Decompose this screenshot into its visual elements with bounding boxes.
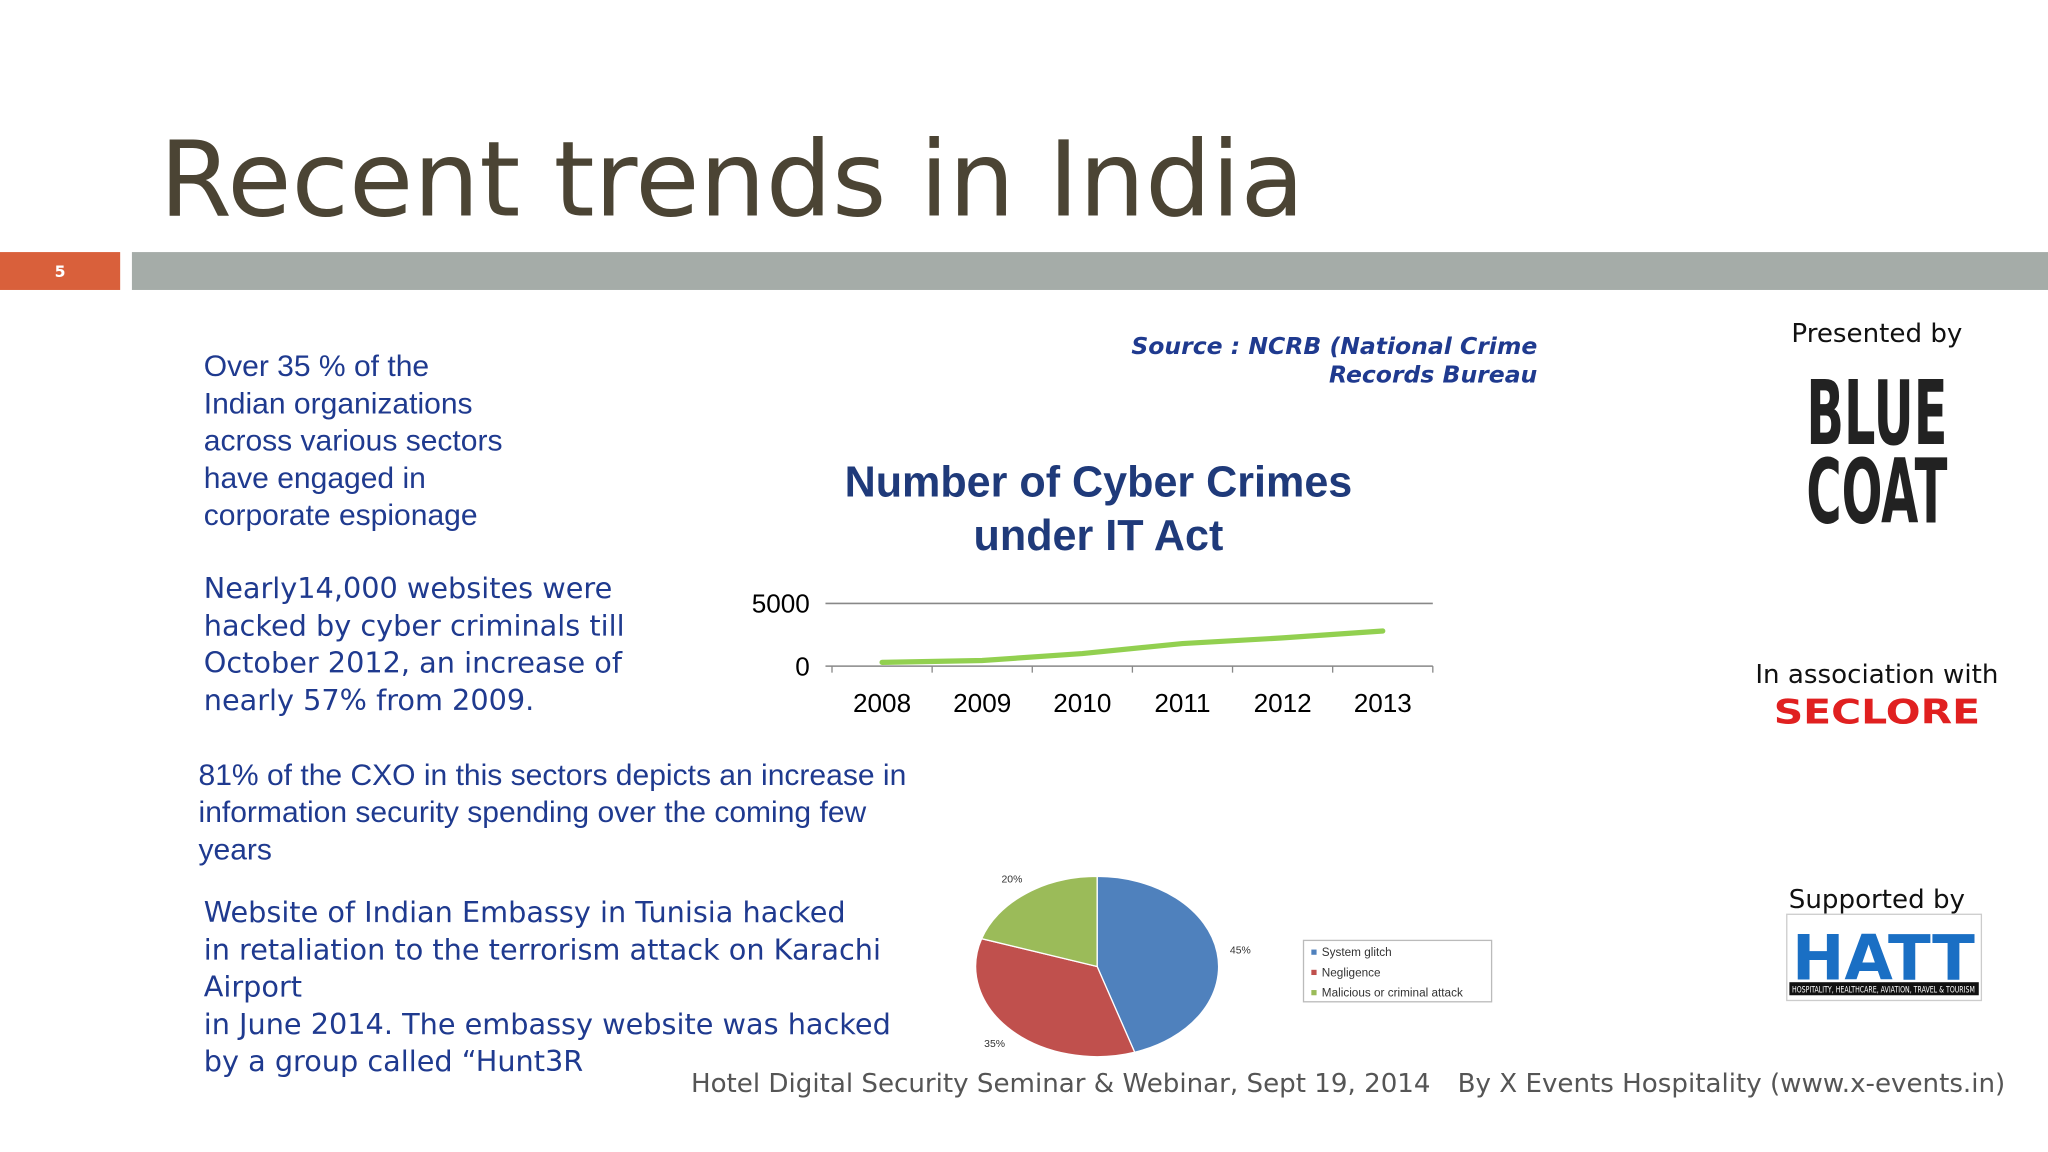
pie-slice — [1096, 875, 1220, 1054]
source-line: Records Bureau — [1329, 361, 1537, 389]
x-tick-label: 2012 — [1254, 688, 1312, 718]
number-bar — [0, 252, 121, 290]
paragraph-line: information security spending over the c… — [199, 796, 867, 829]
source-line: Source : NCRB (National Crime — [1131, 332, 1537, 360]
legend-swatch — [1311, 990, 1317, 996]
x-tick-label: 2013 — [1354, 688, 1412, 718]
header-bar — [131, 252, 2048, 290]
pie-slice — [980, 875, 1098, 968]
x-tick-label: 2008 — [853, 688, 911, 718]
presented-by: Presented by — [1791, 319, 1962, 349]
legend-label: Malicious or criminal attack — [1322, 987, 1463, 1000]
paragraph-line: October 2012, an increase of — [204, 646, 623, 680]
slide-title: Recent trends in India — [159, 119, 1304, 241]
pie-slice — [975, 937, 1136, 1058]
association: In association with — [1755, 660, 1998, 690]
logo-text: COAT — [1806, 440, 1947, 543]
supported-by: Supported by — [1789, 885, 1965, 915]
paragraph-line: 81% of the CXO in this sectors depicts a… — [199, 759, 907, 792]
pie-label: 45% — [1230, 945, 1251, 956]
paragraph-line: have engaged in — [204, 462, 426, 495]
paragraph-line: corporate espionage — [204, 499, 478, 532]
paragraph-line: nearly 57% from 2009. — [204, 683, 535, 717]
paragraph-line: across various sectors — [204, 425, 503, 458]
slide-number: 5 — [55, 262, 66, 281]
logo-text: BLUE — [1806, 362, 1947, 465]
paragraph-line: in June 2014. The embassy website was ha… — [204, 1007, 891, 1041]
chart-title: Number of Cyber Crimes — [845, 458, 1353, 506]
y-tick-label: 0 — [795, 651, 810, 681]
chart-title: under IT Act — [974, 512, 1224, 560]
pie-label: 35% — [984, 1039, 1005, 1050]
x-tick-label: 2011 — [1154, 688, 1210, 718]
paragraph-line: by a group called “Hunt3R — [204, 1044, 584, 1078]
pie-label: 20% — [1001, 875, 1022, 886]
paragraph-line: Airport — [204, 970, 302, 1004]
paragraphs: Over 35 % of the Indian organizations acro… — [199, 350, 907, 1078]
footer-right: By X Events Hospitality (www.x-events.in… — [1458, 1069, 2006, 1099]
x-tick-label: 2009 — [953, 688, 1011, 718]
legend-label: System glitch — [1322, 946, 1392, 959]
paragraph-line: Nearly14,000 websites were — [204, 571, 613, 605]
charts: Number of Cyber Crimes under IT Act 0 5000 2… — [752, 458, 1493, 1058]
sponsors: Presented by BLUE COAT In association wi… — [1755, 319, 1998, 1002]
paragraph-line: Indian organizations — [204, 387, 473, 420]
paragraph-line: Over 35 % of the — [204, 350, 429, 383]
data-line — [879, 628, 1386, 665]
paragraph-line: Website of Indian Embassy in Tunisia hac… — [204, 895, 846, 929]
tagline-bar — [1789, 982, 1979, 996]
logo-tagline: HOSPITALITY, HEALTHCARE, AVIATION, TRAVE… — [1792, 986, 1975, 996]
paragraph-line: hacked by cyber criminals till — [204, 608, 625, 642]
x-tick-label: 2010 — [1053, 688, 1111, 718]
paragraph-line: years — [199, 833, 272, 866]
legend-label: Negligence — [1322, 966, 1381, 979]
y-tick-label: 5000 — [752, 589, 810, 619]
paragraph-line: in retaliation to the terrorism attack o… — [204, 932, 881, 966]
footer-left: Hotel Digital Security Seminar & Webinar… — [691, 1069, 1431, 1099]
legend-swatch — [1311, 949, 1317, 955]
logo-text: SECLORE — [1774, 693, 1980, 733]
legend-swatch — [1311, 969, 1317, 976]
legend-box — [1302, 939, 1493, 1003]
